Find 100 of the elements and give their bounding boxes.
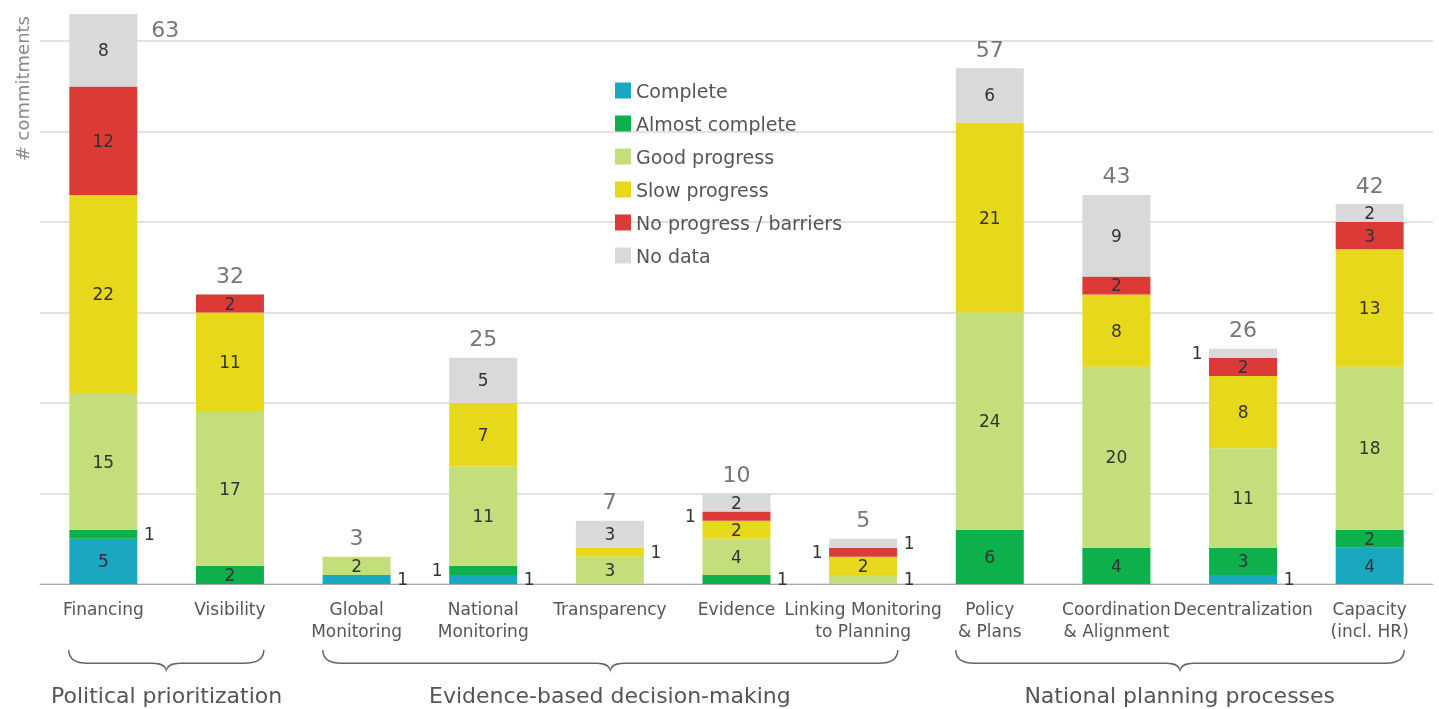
data-label: 4	[1110, 555, 1122, 576]
bar	[955, 122, 1024, 313]
data-label: 5	[477, 370, 489, 391]
data-label: 24	[978, 411, 1001, 432]
bar	[1209, 357, 1278, 376]
bar	[322, 556, 391, 575]
data-label: 2	[731, 519, 742, 540]
data-label: 21	[978, 207, 1001, 228]
data-label: 1	[811, 542, 823, 563]
bar	[449, 466, 518, 566]
data-label: 2	[224, 293, 236, 314]
bar	[1209, 375, 1278, 449]
bar	[575, 520, 644, 548]
total-label: 7	[602, 489, 617, 515]
bar	[69, 86, 138, 195]
data-label: 1	[903, 569, 915, 590]
data-label: 11	[472, 506, 495, 527]
data-label: 8	[97, 40, 109, 61]
data-label: 22	[92, 284, 115, 305]
legend-label: No data	[636, 244, 711, 267]
bar	[449, 565, 518, 575]
data-label: 13	[1358, 298, 1381, 319]
data-label: 2	[857, 555, 869, 576]
x-tick-label: Coordination & Alignment	[1062, 599, 1171, 641]
data-label: 2	[1237, 356, 1249, 377]
data-label: 1	[903, 533, 915, 554]
total-label: 26	[1229, 317, 1258, 343]
data-label: 6	[984, 85, 996, 106]
bar	[1082, 294, 1151, 367]
data-label: 2	[1110, 275, 1122, 296]
total-label: 57	[975, 36, 1004, 62]
data-label: 18	[1358, 438, 1381, 459]
data-label: 3	[1237, 551, 1249, 572]
x-tick-label: Decentralization	[1173, 599, 1313, 619]
bar	[195, 412, 264, 566]
bar	[69, 538, 138, 584]
bar	[1335, 366, 1404, 530]
x-tick-label: Global Monitoring	[311, 599, 403, 641]
bar	[195, 565, 264, 584]
total-label: 3	[349, 525, 364, 551]
data-label: 1	[1191, 343, 1203, 364]
bar	[1335, 529, 1404, 548]
bar	[1335, 547, 1404, 584]
data-label: 2	[1364, 203, 1376, 224]
bar	[1209, 574, 1278, 584]
bar	[1209, 547, 1278, 575]
x-tick-label: Evidence	[697, 599, 776, 619]
bar	[575, 547, 644, 557]
bar	[1082, 547, 1151, 584]
bar	[1335, 249, 1404, 367]
bar	[955, 312, 1024, 530]
data-label: 7	[477, 424, 489, 445]
bar	[195, 294, 264, 313]
bar	[69, 194, 138, 394]
bar	[829, 538, 898, 548]
data-label: 2	[1364, 528, 1376, 549]
bar	[322, 574, 391, 584]
bar	[69, 529, 138, 539]
data-label: 11	[219, 352, 241, 373]
data-label: 20	[1105, 447, 1128, 468]
legend-label: Slow progress	[636, 178, 769, 201]
bar	[1335, 222, 1404, 250]
x-tick-label: Capacity (incl. HR)	[1330, 599, 1409, 641]
total-label: 32	[215, 262, 244, 288]
total-label: 25	[469, 326, 498, 352]
data-label: 1	[685, 506, 696, 527]
data-label: 5	[97, 551, 109, 572]
bar	[702, 538, 771, 575]
bar	[195, 312, 264, 413]
data-label: 1	[397, 569, 408, 590]
total-label: 5	[856, 507, 871, 533]
bar	[1082, 276, 1151, 295]
bar	[955, 68, 1024, 123]
data-label: 3	[604, 524, 616, 545]
data-label: 12	[92, 130, 115, 151]
data-label: 2	[351, 555, 362, 576]
legend-label: No progress / barriers	[636, 211, 843, 234]
total-label: 63	[151, 16, 180, 42]
bar	[702, 574, 771, 584]
text: National planning processes	[1024, 682, 1336, 708]
data-label: 3	[1364, 225, 1376, 246]
text: Evidence-based decision-making	[428, 682, 791, 708]
data-label: 8	[1237, 402, 1249, 423]
bar	[1082, 366, 1151, 548]
data-label: 8	[1110, 320, 1122, 341]
bar	[829, 574, 898, 584]
total-label: 10	[722, 462, 751, 488]
bar	[1209, 348, 1278, 358]
data-label: 1	[1283, 569, 1295, 590]
data-label: 6	[984, 546, 996, 567]
data-label: 1	[777, 569, 788, 590]
data-label: 2	[224, 564, 236, 585]
data-label: 1	[650, 542, 662, 563]
bar	[575, 556, 644, 584]
x-tick-label: Visibility	[194, 599, 266, 619]
bar	[702, 520, 771, 539]
bar	[449, 403, 518, 467]
bar	[449, 574, 518, 584]
x-tick-label: Policy & Plans	[957, 599, 1022, 641]
x-tick-label: Transparency	[552, 599, 667, 619]
